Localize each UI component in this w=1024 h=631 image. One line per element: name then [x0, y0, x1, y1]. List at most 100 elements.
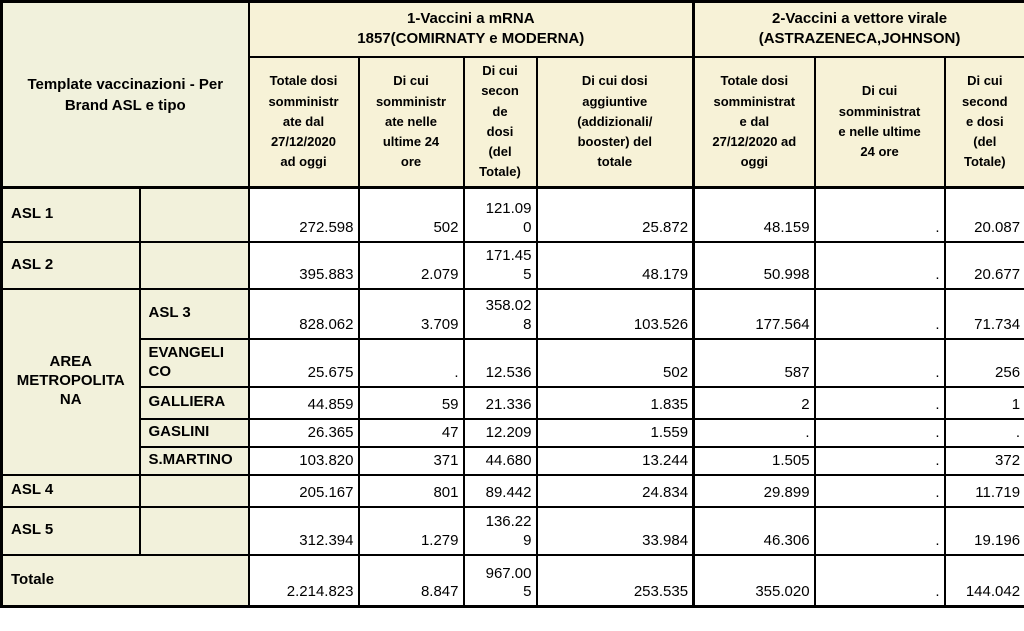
table-row-totale: Totale 2.214.823 8.847 967.005 253.535 3… — [0, 553, 1024, 608]
row-sublabel-asl-3: ASL 3 — [138, 287, 250, 340]
row-sublabel-smartino: S.MARTINO — [138, 445, 250, 476]
data-cell: 801 — [357, 473, 465, 508]
row-label-asl-2: ASL 2 — [0, 240, 141, 290]
column-header-viral-second-doses: Di cui seconde dosi (del Totale) — [943, 55, 1024, 189]
data-cell: . — [813, 445, 946, 476]
data-cell: 46.306 — [692, 505, 816, 556]
table-row-asl-4: ASL 4 205.167 801 89.442 24.834 29.899 .… — [0, 473, 1024, 508]
column-header-mrna-last-24h: Di cui somministrate nelle ultime 24 ore — [357, 55, 465, 189]
data-cell: 502 — [357, 186, 465, 243]
data-cell: 48.159 — [692, 186, 816, 243]
data-cell: 12.536 — [462, 337, 538, 388]
row-label-asl-1: ASL 1 — [0, 186, 141, 243]
data-cell: 2.079 — [357, 240, 465, 290]
data-cell: 136.229 — [462, 505, 538, 556]
data-cell: 372 — [943, 445, 1024, 476]
group-mrna-line1: 1-Vaccini a mRNA — [406, 10, 535, 27]
data-cell: 1.559 — [535, 417, 695, 448]
data-cell: . — [813, 473, 946, 508]
column-header-row: Totale dosi somministrate dal 27/12/2020… — [2, 55, 1024, 189]
data-cell: 44.859 — [247, 385, 360, 420]
data-cell: 29.899 — [692, 473, 816, 508]
column-header-viral-last-24h: Di cui somministrate nelle ultime 24 ore — [813, 55, 946, 189]
data-cell: 967.005 — [462, 553, 538, 608]
row-label-asl-4: ASL 4 — [0, 473, 141, 508]
data-cell: 103.526 — [535, 287, 695, 340]
data-cell: 2.214.823 — [247, 553, 360, 608]
row-group-label-area-metropolitana: AREA METROPOLITANA — [0, 287, 141, 476]
row-sublabel-evangelico: EVANGELICO — [138, 337, 250, 388]
data-cell: 121.090 — [462, 186, 538, 243]
data-cell: 502 — [535, 337, 695, 388]
data-cell: 50.998 — [692, 240, 816, 290]
data-cell: . — [813, 186, 946, 243]
table-row-galliera: GALLIERA 44.859 59 21.336 1.835 2 . 1 — [2, 385, 1024, 420]
data-cell: 25.675 — [247, 337, 360, 388]
group-header-row: Template vaccinazioni - Per Brand ASL e … — [0, 0, 1024, 189]
data-cell: 24.834 — [535, 473, 695, 508]
group-viral-line2: (ASTRAZENECA,JOHNSON) — [758, 30, 961, 48]
group-header-mrna: 1-Vaccini a mRNA 1857(COMIRNATY e MODERNA… — [247, 0, 695, 58]
data-cell: 272.598 — [247, 186, 360, 243]
data-cell: 355.020 — [692, 553, 816, 608]
group-viral-line1: 2-Vaccini a vettore virale — [771, 10, 948, 27]
data-cell: 11.719 — [943, 473, 1024, 508]
data-cell: 171.455 — [462, 240, 538, 290]
data-cell: 312.394 — [247, 505, 360, 556]
row-sublabel-empty — [138, 505, 250, 556]
data-cell: 2 — [692, 385, 816, 420]
data-cell: 395.883 — [247, 240, 360, 290]
data-cell: 47 — [357, 417, 465, 448]
row-label-asl-5: ASL 5 — [0, 505, 141, 556]
data-cell: . — [813, 553, 946, 608]
row-sublabel-empty — [138, 186, 250, 243]
data-cell: 33.984 — [535, 505, 695, 556]
column-header-mrna-booster-doses: Di cui dosi aggiuntive (addizionali/ boo… — [535, 55, 695, 189]
data-cell: 20.087 — [943, 186, 1024, 243]
data-cell: 1.835 — [535, 385, 695, 420]
data-cell: 177.564 — [692, 287, 816, 340]
table-row-asl-3: AREA METROPOLITANA ASL 3 828.062 3.709 3… — [0, 287, 1024, 476]
row-sublabel-empty — [138, 240, 250, 290]
data-cell: . — [813, 337, 946, 388]
data-cell: 358.028 — [462, 287, 538, 340]
data-cell: . — [813, 385, 946, 420]
data-cell: . — [813, 505, 946, 556]
data-cell: 828.062 — [247, 287, 360, 340]
vaccination-report-table: Template vaccinazioni - Per Brand ASL e … — [0, 0, 1024, 608]
column-header-mrna-second-doses: Di cui seconde dosi (del Totale) — [462, 55, 538, 189]
row-label-totale: Totale — [0, 553, 250, 608]
table-row-asl-5: ASL 5 312.394 1.279 136.229 33.984 46.30… — [0, 505, 1024, 556]
data-cell: 1.279 — [357, 505, 465, 556]
data-cell: 48.179 — [535, 240, 695, 290]
data-cell: 21.336 — [462, 385, 538, 420]
row-sublabel-empty — [138, 473, 250, 508]
table-corner-title: Template vaccinazioni - Per Brand ASL e … — [0, 0, 250, 189]
data-cell: 253.535 — [535, 553, 695, 608]
data-cell: 26.365 — [247, 417, 360, 448]
data-cell: 25.872 — [535, 186, 695, 243]
group-header-viral-vector: 2-Vaccini a vettore virale (ASTRAZENECA,J… — [692, 0, 1024, 58]
table-row-gaslini: GASLINI 26.365 47 12.209 1.559 . . . — [2, 417, 1024, 448]
data-cell: . — [357, 337, 465, 388]
data-cell: 71.734 — [943, 287, 1024, 340]
data-cell: 256 — [943, 337, 1024, 388]
data-cell: 587 — [692, 337, 816, 388]
corner-title-text: Template vaccinazioni - Per Brand ASL e … — [27, 75, 224, 114]
data-cell: . — [692, 417, 816, 448]
data-cell: . — [813, 417, 946, 448]
row-sublabel-galliera: GALLIERA — [138, 385, 250, 420]
data-cell: 205.167 — [247, 473, 360, 508]
group-mrna-line2: 1857(COMIRNATY e MODERNA) — [357, 30, 585, 48]
data-cell: 3.709 — [357, 287, 465, 340]
data-cell: 13.244 — [535, 445, 695, 476]
data-cell: 103.820 — [247, 445, 360, 476]
data-cell: 19.196 — [943, 505, 1024, 556]
data-cell: 8.847 — [357, 553, 465, 608]
data-cell: 12.209 — [462, 417, 538, 448]
table-row-evangelico: EVANGELICO 25.675 . 12.536 502 587 . 256 — [2, 337, 1024, 388]
data-cell: 1 — [943, 385, 1024, 420]
table-row-smartino: S.MARTINO 103.820 371 44.680 13.244 1.50… — [2, 445, 1024, 476]
column-header-mrna-total-doses: Totale dosi somministrate dal 27/12/2020… — [247, 55, 360, 189]
table-row-asl-1: ASL 1 272.598 502 121.090 25.872 48.159 … — [0, 186, 1024, 243]
